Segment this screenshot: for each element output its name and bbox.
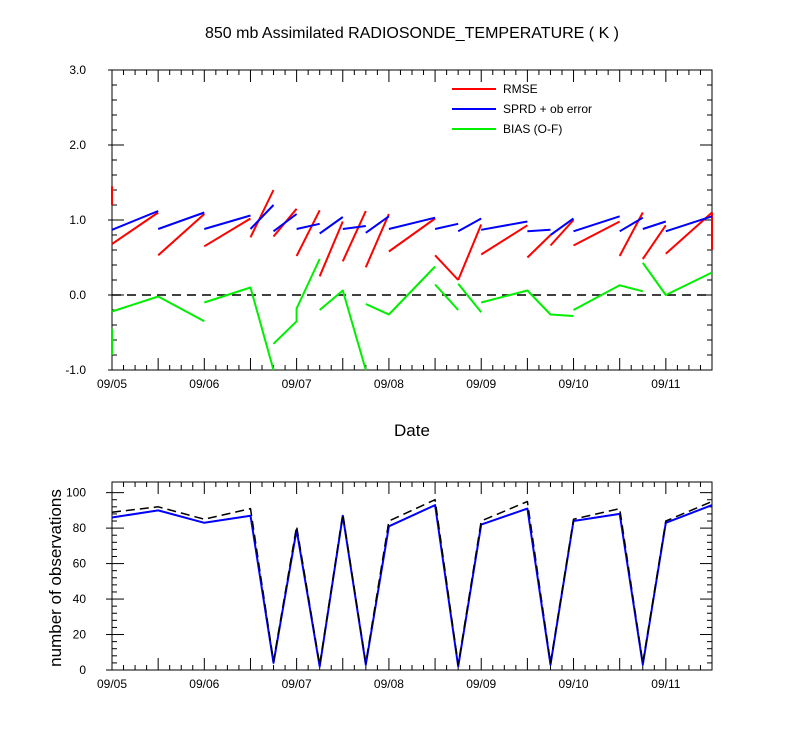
sprd-ob-error-line-segment (481, 220, 528, 231)
main-x-tick-label: 09/08 (374, 377, 404, 391)
rmse-line-segment (295, 209, 321, 257)
bias-o-f-line-segment (111, 295, 205, 323)
rmse-line-segment (203, 217, 252, 248)
bias-o-f-line-segment (641, 262, 713, 296)
obs-x-tick-label: 09/08 (374, 677, 404, 691)
rmse-line-segment (341, 210, 367, 262)
rmse-line-segment (434, 254, 459, 281)
dashed-observations-line (111, 498, 713, 666)
sprd-ob-error-line-segment (665, 215, 713, 233)
sprd-ob-error-line-segment (342, 225, 366, 230)
main-plot-frame (111, 69, 713, 371)
obs-y-tick-label: 0 (79, 663, 86, 677)
rmse-line-segment (318, 221, 344, 277)
legend: RMSE SPRD + ob error BIAS (O-F) (452, 82, 592, 136)
obs-y-tick-label: 60 (73, 557, 87, 571)
rmse-line-segment (573, 220, 621, 247)
x-axis-title: Date (394, 421, 430, 440)
main-y-tick-label: 1.0 (69, 213, 86, 227)
main-y-tick-label: -1.0 (65, 363, 86, 377)
legend-label: BIAS (O-F) (503, 122, 562, 136)
obs-y-tick-label: 20 (73, 628, 87, 642)
sprd-ob-error-line-segment (388, 216, 436, 230)
obs-y-tick-label: 100 (66, 486, 86, 500)
main-plot-panel: 09/05 09/06 09/07 09/08 09/09 09/10 09/11 -1.0 0… (65, 63, 713, 391)
main-y-tick-label: 2.0 (69, 138, 86, 152)
rmse-line-segment (480, 224, 528, 256)
bias-o-f-line-segment (573, 284, 644, 311)
rmse-line-segment (157, 213, 205, 257)
bias-o-f-line-segment (203, 286, 275, 371)
sprd-ob-error-line-segment (642, 220, 667, 230)
legend-label: SPRD + ob error (503, 102, 592, 116)
sprd-ob-error-line-segment (527, 228, 551, 233)
bias-o-f-line-segment (272, 258, 321, 345)
bias-o-f-line-segment (434, 283, 459, 311)
sprd-ob-error-line-segment (319, 216, 344, 235)
obs-x-tick-label: 09/06 (189, 677, 219, 691)
sprd-ob-error-line-segment (434, 222, 459, 230)
rmse-line-segment (457, 224, 483, 281)
obs-x-tick-label: 09/07 (282, 677, 312, 691)
chart-title: 850 mb Assimilated RADIOSONDE_TEMPERATUR… (205, 25, 619, 42)
solid-observations-line (111, 504, 713, 668)
obs-x-tick-label: 09/05 (97, 677, 127, 691)
rmse-line-segment (388, 217, 436, 253)
sprd-ob-error-line-segment (157, 211, 205, 230)
main-x-tick-label: 09/06 (189, 377, 219, 391)
y-axis-title-observations: number of observations (46, 489, 65, 667)
sprd-ob-error-line-segment (272, 213, 298, 233)
main-x-tick-label: 09/05 (97, 377, 127, 391)
rmse-line-segment (641, 224, 667, 260)
bias-o-f-line-segment (457, 283, 482, 313)
rmse-line-segment (549, 219, 575, 247)
sprd-ob-error-line-segment (549, 217, 575, 236)
sprd-ob-error-line-segment (573, 215, 621, 233)
sprd-ob-error-line-segment (457, 217, 482, 233)
sprd-ob-error-line-segment (296, 222, 320, 230)
sprd-ob-error-line-segment (365, 215, 390, 234)
bias-o-f-line-segment (365, 265, 436, 316)
main-x-tick-label: 09/07 (282, 377, 312, 391)
main-x-tick-label: 09/10 (559, 377, 589, 391)
sprd-ob-error-line-segment (111, 210, 159, 231)
obs-plot-frame (111, 481, 713, 671)
obs-y-tick-label: 40 (73, 592, 87, 606)
bias-o-f-line-segment (480, 289, 574, 317)
main-x-tick-label: 09/09 (466, 377, 496, 391)
sprd-ob-error-line-segment (249, 204, 275, 230)
obs-x-tick-label: 09/10 (559, 677, 589, 691)
bias-o-f-line-segment (319, 289, 367, 371)
rmse-line-segment (111, 211, 159, 245)
main-x-tick-label: 09/11 (651, 377, 680, 391)
obs-x-tick-label: 09/09 (466, 677, 496, 691)
rmse-line-segment (526, 234, 552, 259)
legend-label: RMSE (503, 82, 538, 96)
sprd-ob-error-line-segment (619, 216, 644, 233)
main-y-tick-label: 0.0 (69, 288, 86, 302)
rmse-line-segment (249, 189, 275, 238)
obs-y-tick-label: 80 (73, 521, 87, 535)
observations-plot-panel: 09/05 09/06 09/07 09/08 09/09 09/10 09/11 0 20 40… (66, 481, 713, 691)
main-y-tick-label: 3.0 (69, 63, 86, 77)
sprd-ob-error-line-segment (204, 214, 251, 230)
obs-x-tick-label: 09/11 (651, 677, 680, 691)
rmse-line-segment (364, 213, 390, 268)
